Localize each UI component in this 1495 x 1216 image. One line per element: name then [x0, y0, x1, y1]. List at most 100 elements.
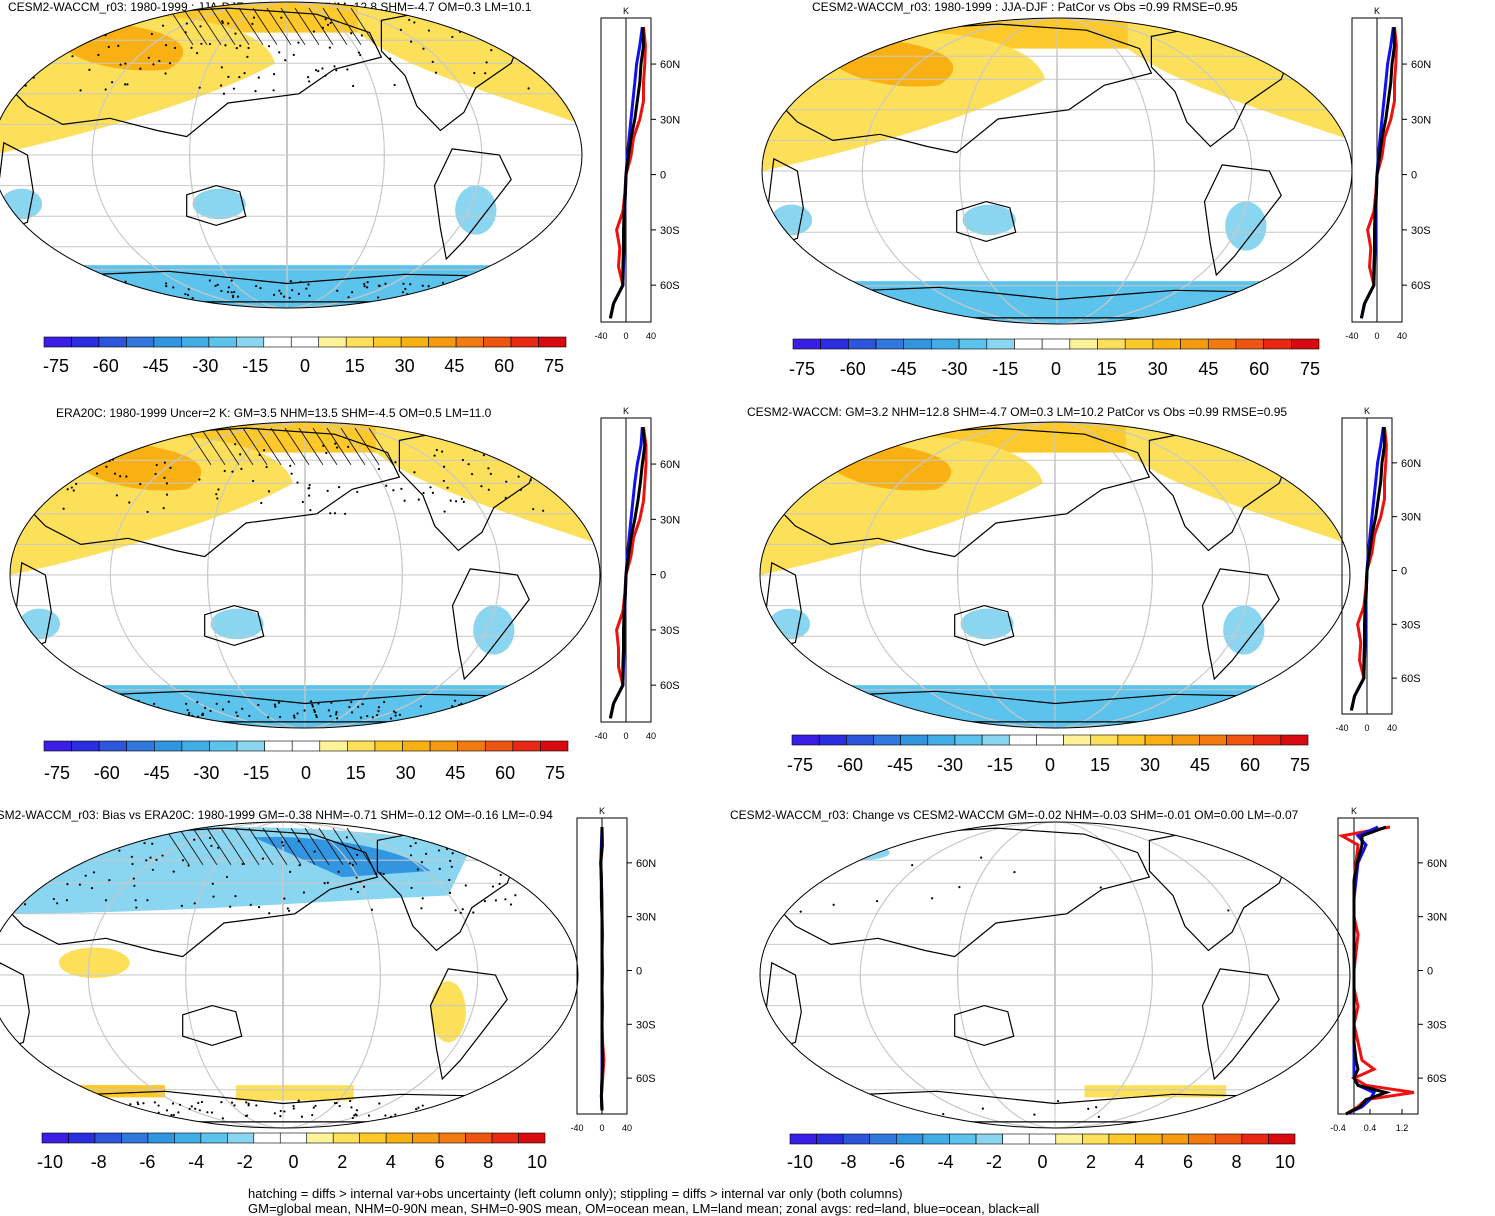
stipple-dot [72, 709, 75, 712]
stipple-dot [568, 279, 571, 283]
stipple-dot [292, 53, 295, 56]
stipple-dot [107, 442, 110, 445]
stipple-dot [502, 1111, 505, 1115]
stipple-dot [548, 861, 552, 864]
colorbar-label: 2 [337, 1152, 347, 1172]
stipple-dot [102, 291, 105, 294]
grid-meridian [87, 822, 479, 1128]
stipple-dot [161, 24, 165, 27]
y-tick-label: 60S [1401, 673, 1421, 685]
stipple-dot [14, 62, 17, 65]
stipple-dot [539, 705, 543, 709]
stipple-dot [259, 287, 262, 290]
stipple-dot [334, 713, 338, 716]
stipple-dot [247, 46, 250, 50]
stipple-dot [32, 292, 35, 295]
stipple-dot [409, 844, 412, 848]
stipple-dot [582, 442, 585, 445]
stipple-dot [19, 713, 22, 716]
stipple-dot [470, 472, 474, 476]
colorbar-swatch [374, 740, 403, 752]
stipple-dot [422, 491, 425, 495]
colorbar-label: 8 [483, 1152, 493, 1172]
coastline-australia [954, 1004, 1015, 1047]
stipple-dot [79, 89, 82, 92]
stipple-dot [185, 22, 188, 25]
stipple-dot [313, 710, 316, 713]
stipple-dot [579, 71, 582, 74]
colorbar-label: 30 [1140, 755, 1160, 775]
colorbar-label: -30 [941, 359, 967, 379]
stipple-dot [420, 907, 423, 910]
stipple-dot [464, 884, 467, 887]
stipple-dot [431, 491, 435, 494]
stipple-dot [593, 449, 596, 452]
stipple-dot [131, 862, 134, 866]
stipple-dot [27, 58, 31, 61]
stipple-dot [198, 86, 201, 89]
stipple-dot [362, 885, 366, 888]
stipple-dot [238, 75, 241, 79]
colorbar-swatch [121, 1132, 149, 1144]
x-tick-label: 0 [1364, 723, 1369, 733]
stipple-dot [277, 701, 281, 704]
stipple-dot [528, 441, 532, 444]
colorbar-label: -30 [937, 755, 963, 775]
stipple-dot [385, 484, 388, 487]
stipple-dot [48, 855, 51, 858]
coastline-americaS [1201, 968, 1280, 1081]
hatch-line [234, 827, 260, 866]
stipple-dot [333, 1102, 337, 1105]
stipple-dot [165, 482, 168, 485]
stipple-dot [49, 711, 52, 714]
x-tick-label: -40 [1345, 331, 1358, 341]
stipple-dot [234, 895, 237, 898]
colorbar-swatch [209, 740, 238, 752]
stipple-dot [200, 42, 203, 45]
stipple-dot [56, 902, 59, 905]
colorbar-swatch [981, 734, 1010, 746]
stipple-dot [525, 37, 528, 40]
stipple-dot [124, 280, 127, 283]
colorbar-swatch [428, 336, 457, 348]
stipple-dot [272, 89, 275, 92]
stipple-dot [480, 1100, 484, 1103]
stipple-dot [37, 497, 40, 500]
stipple-dot [532, 460, 535, 464]
stipple-dot [338, 486, 341, 489]
colorbar: -10 -8 -6 -4 -2 0 2 4 6 8 10 [37, 1132, 547, 1172]
stipple-dot [88, 1103, 91, 1106]
stipple-dot [41, 496, 44, 499]
stipple-dot [404, 287, 407, 291]
colorbar-swatch [98, 336, 127, 348]
stipple-dot [72, 489, 75, 492]
y-tick-label: 60N [660, 459, 680, 471]
stipple-dot [336, 717, 339, 720]
stipple-dot [1333, 910, 1336, 913]
stipple-dot [273, 73, 276, 76]
coastline-africa [0, 141, 34, 230]
colorbar-swatch [1069, 338, 1098, 350]
colorbar-swatch [1152, 338, 1181, 350]
stipple-dot [146, 510, 149, 514]
colorbar-label: 45 [1190, 755, 1210, 775]
grid-meridian [207, 422, 403, 728]
stipple-dot [335, 711, 338, 714]
y-tick-label: 30N [636, 912, 656, 924]
stipple-dot [60, 295, 63, 299]
stipple-dot [143, 842, 146, 845]
cool-region-south-america [473, 605, 515, 655]
stipple-dot [799, 910, 802, 913]
stipple-dot [11, 1109, 15, 1112]
stipple-dot [326, 881, 329, 884]
stipple-dot [135, 295, 138, 299]
colorbar-swatch [510, 336, 539, 348]
stipple-dot [58, 449, 62, 453]
stipple-dot [559, 296, 562, 299]
stipple-dot [252, 479, 255, 483]
stipple-dot [132, 877, 135, 880]
stipple-dot [980, 856, 983, 859]
stipple-dot [146, 899, 149, 902]
colorbar: -75 -60 -45 -30 -15 0 15 30 45 60 75 [43, 336, 567, 376]
stipple-dot [403, 499, 406, 502]
